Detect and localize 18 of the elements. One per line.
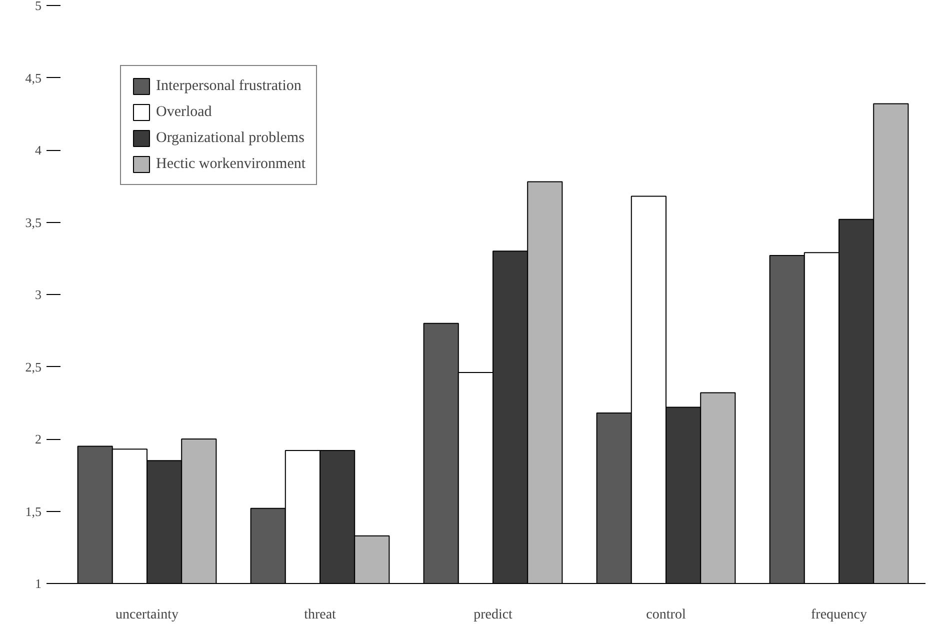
legend-label: Interpersonal frustration [156,78,302,94]
x-tick-label: uncertainty [116,608,178,622]
y-tick-label: 4,5 [25,70,42,86]
y-tick-label: 2 [35,432,42,446]
legend-label: Hectic workenvironment [156,156,306,172]
y-tick-label: 3 [35,287,42,302]
y-tick-label: 5 [35,0,42,13]
x-tick-label: threat [304,608,336,622]
y-tick-label: 1,5 [25,504,42,519]
x-tick-label: frequency [811,608,867,622]
y-tick-label: 3,5 [25,214,42,230]
y-tick-label: 1 [35,576,42,591]
y-tick-label: 2,5 [25,359,42,374]
x-tick-label: control [646,608,686,622]
legend-label: Organizational problems [156,130,304,146]
y-tick-label: 4 [35,142,42,158]
legend-label: Overload [156,104,212,120]
x-tick-label: predict [474,608,513,622]
